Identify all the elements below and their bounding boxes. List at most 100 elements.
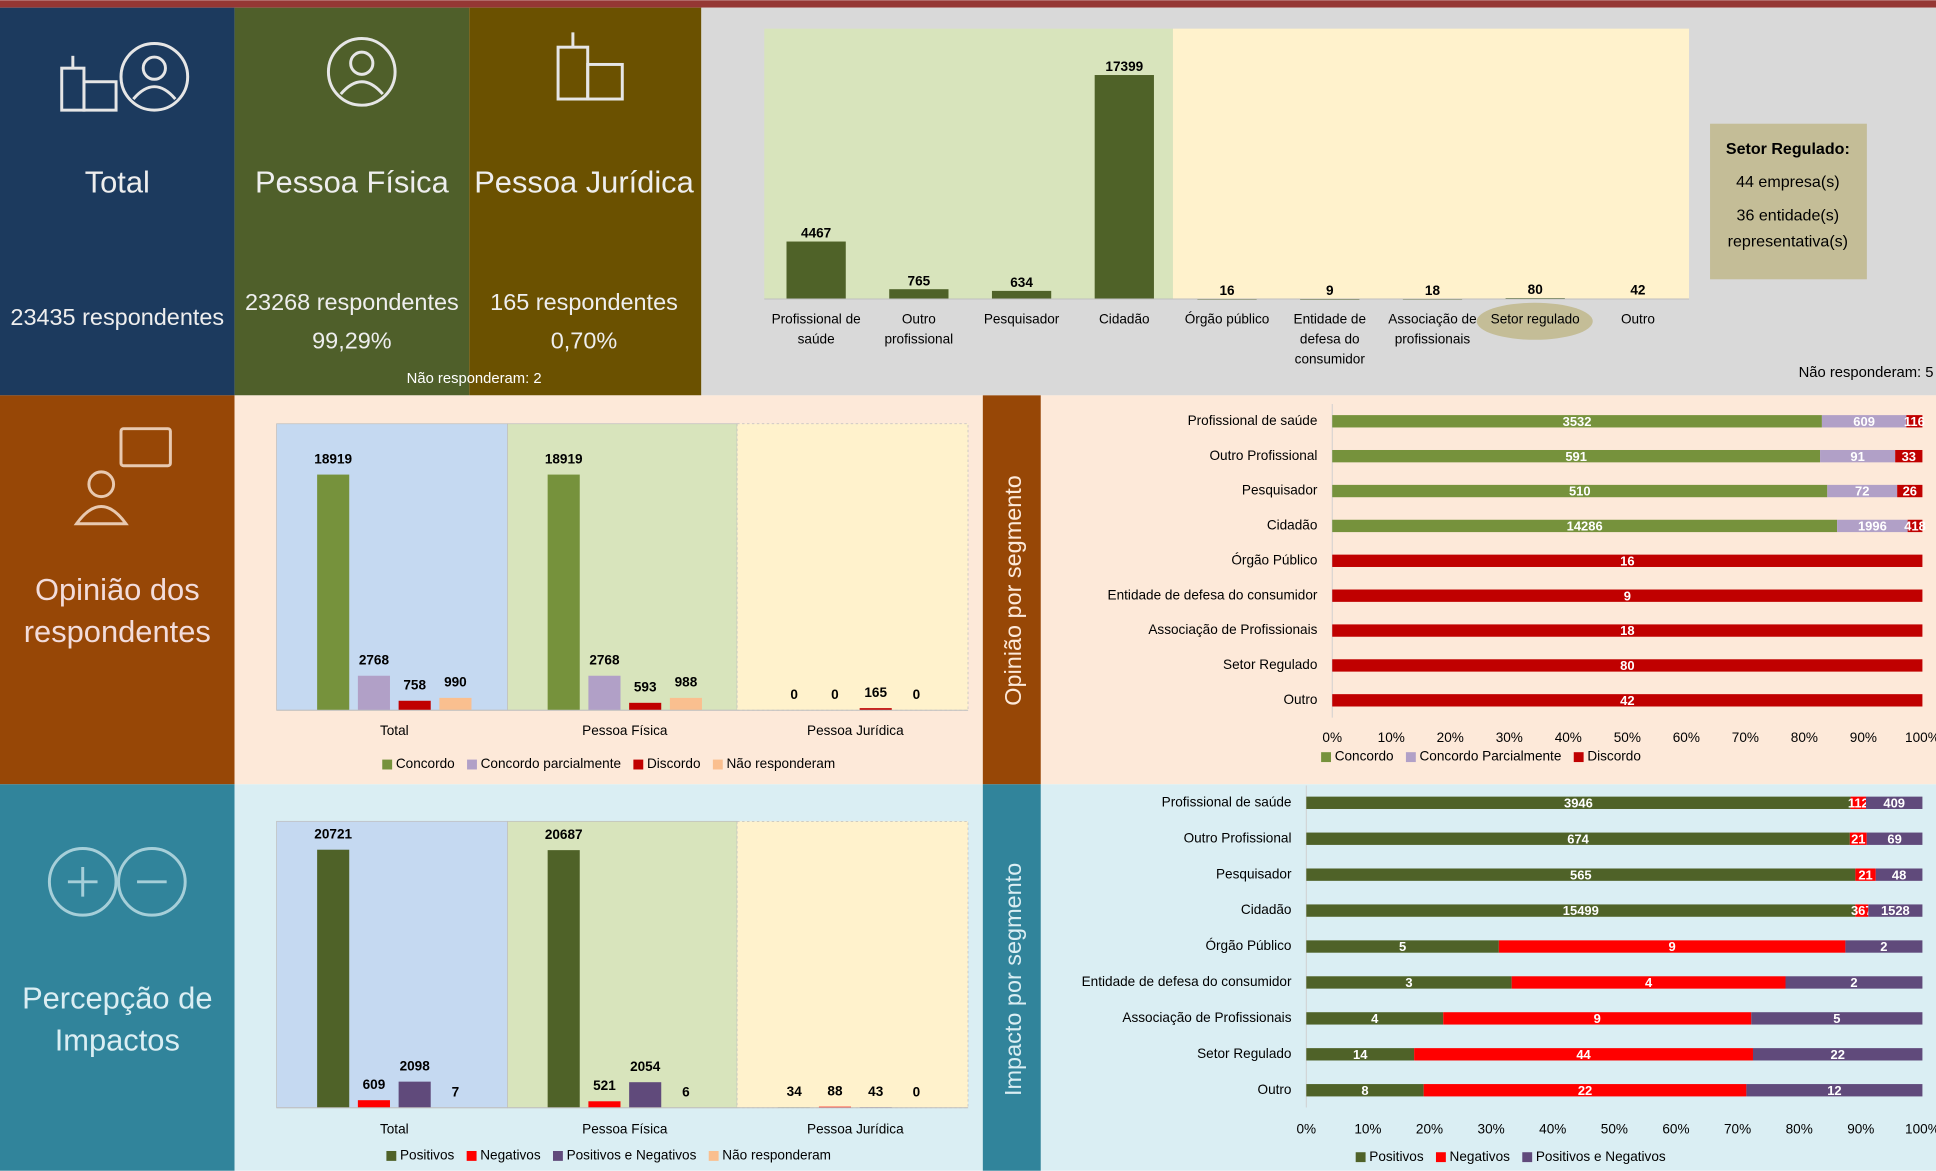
legend-label: Concordo (1335, 749, 1394, 764)
data-label: 80 (1528, 282, 1543, 297)
bar (859, 708, 892, 711)
x-tick-label: Associação de profissionais (1388, 313, 1476, 348)
y-tick-label: Cidadão (1241, 902, 1292, 917)
plot-bg (1172, 28, 1690, 300)
bar-segment (1332, 415, 1822, 428)
bar-segment (1332, 449, 1821, 463)
legend-swatch (1435, 1152, 1446, 1163)
bar-segment (1306, 904, 1856, 917)
legend-label: Não responderam (722, 1148, 831, 1163)
icon-person (326, 37, 397, 107)
tile-opinion (0, 395, 235, 785)
data-label: 18 (1425, 283, 1441, 298)
data-label: 4 (1645, 975, 1653, 990)
data-label: 34 (787, 1084, 803, 1099)
bar-segment (1907, 519, 1923, 533)
data-label: 33 (1902, 449, 1916, 464)
data-label: 765 (908, 273, 931, 288)
x-tick-label: 30% (1478, 1122, 1505, 1137)
bar (547, 474, 580, 711)
bar-segment (1875, 868, 1923, 881)
x-tick-label: 20% (1437, 730, 1464, 745)
bar-segment (1827, 484, 1898, 498)
legend-label: Positivos (1369, 1149, 1424, 1164)
legend-swatch (633, 759, 644, 770)
chart-title: Impacto por segmento (1000, 863, 1026, 1096)
legend-label: Concordo Parcialmente (1420, 749, 1562, 764)
data-label: 14 (1353, 1047, 1368, 1062)
legend: Concordo Concordo Parcialmente Discordo (1321, 749, 1641, 764)
bar-segment (1306, 940, 1499, 953)
bar (357, 675, 390, 711)
x-tick-label-text: Setor regulado (1490, 312, 1580, 328)
data-label: 758 (403, 678, 426, 693)
data-label: 2 (1880, 939, 1887, 954)
bar (991, 290, 1052, 300)
data-label: 20721 (314, 826, 352, 841)
x-tick-label-text: Outro profissional (884, 312, 954, 348)
x-tick-label: Pessoa Física (582, 1122, 668, 1137)
data-label: 2768 (589, 653, 620, 668)
data-label: 1996 (1858, 519, 1887, 534)
bar-segment (1306, 1084, 1424, 1097)
bar (629, 1082, 662, 1108)
tile-respondents: 23268 respondentes (245, 289, 459, 315)
tile-title: Impactos (55, 1022, 180, 1057)
data-label: 14286 (1567, 519, 1603, 534)
x-tick-label: 70% (1724, 1122, 1751, 1137)
bar (398, 700, 431, 711)
data-label: 609 (363, 1077, 386, 1092)
x-tick-label: Órgão público (1184, 312, 1270, 328)
bar-segment (1868, 904, 1923, 917)
data-label: 0 (790, 687, 798, 702)
x-tick-label-text: Cidadão (1098, 312, 1150, 328)
data-label: 43 (868, 1084, 884, 1099)
x-tick-label-text: Órgão público (1184, 312, 1270, 328)
data-label: 80 (1620, 658, 1634, 673)
data-label: 116 (1904, 414, 1925, 429)
data-label: 42 (1630, 283, 1646, 298)
bar (889, 289, 949, 300)
x-tick-label: 70% (1732, 730, 1759, 745)
data-label: 634 (1010, 275, 1033, 290)
legend-label: Concordo (396, 756, 455, 771)
data-label: 18 (1620, 623, 1634, 638)
data-label: 9 (1624, 588, 1631, 603)
data-label: 16 (1219, 283, 1235, 298)
tile-impacts (0, 784, 235, 1171)
bar (1505, 298, 1565, 300)
y-tick-label: Entidade de defesa do consumidor (1108, 587, 1318, 602)
data-label: 521 (593, 1078, 616, 1093)
chart-title: Opinião por segmento (1000, 475, 1026, 706)
legend-label: Discordo (1587, 749, 1641, 764)
legend-label: Negativos (1450, 1149, 1511, 1164)
x-tick-label: Pesquisador (984, 313, 1060, 328)
x-tick-label-text: Profissional de saúde (771, 312, 861, 348)
y-tick-label: Outro Profissional (1209, 448, 1317, 463)
data-label: 22 (1578, 1083, 1592, 1098)
legend-label: Não responderam (726, 756, 835, 771)
x-tick-label-text: Outro (1620, 312, 1655, 328)
data-label: 510 (1569, 484, 1591, 499)
x-tick-label: Profissional de saúde (771, 312, 861, 348)
tile-title: Pessoa Jurídica (474, 164, 694, 199)
y-tick-label: Pesquisador (1216, 866, 1292, 881)
x-tick-label: 20% (1416, 1122, 1443, 1137)
bar-segment (1306, 868, 1856, 881)
bar (439, 697, 472, 711)
data-label: 367 (1851, 903, 1873, 918)
legend-swatch (1321, 752, 1331, 763)
tile-respondents: 23435 respondentes (10, 304, 224, 330)
legend-label: Positivos e Negativos (1536, 1149, 1666, 1164)
y-tick-label: Associação de Profissionais (1148, 622, 1317, 637)
bar-segment (1306, 832, 1850, 845)
plot-bg (507, 423, 738, 711)
legend: Positivos Negativos Positivos e Negativos (1355, 1149, 1666, 1164)
tile-share: 0,70% (551, 327, 617, 353)
data-label: 48 (1892, 867, 1906, 882)
x-tick-label: 80% (1791, 730, 1818, 745)
icon-opinion (73, 427, 172, 526)
x-tick-label-text: Entidade de defesa do consumidor (1293, 312, 1367, 367)
x-tick-label: 0% (1296, 1122, 1316, 1137)
bar-segment (1785, 976, 1923, 989)
